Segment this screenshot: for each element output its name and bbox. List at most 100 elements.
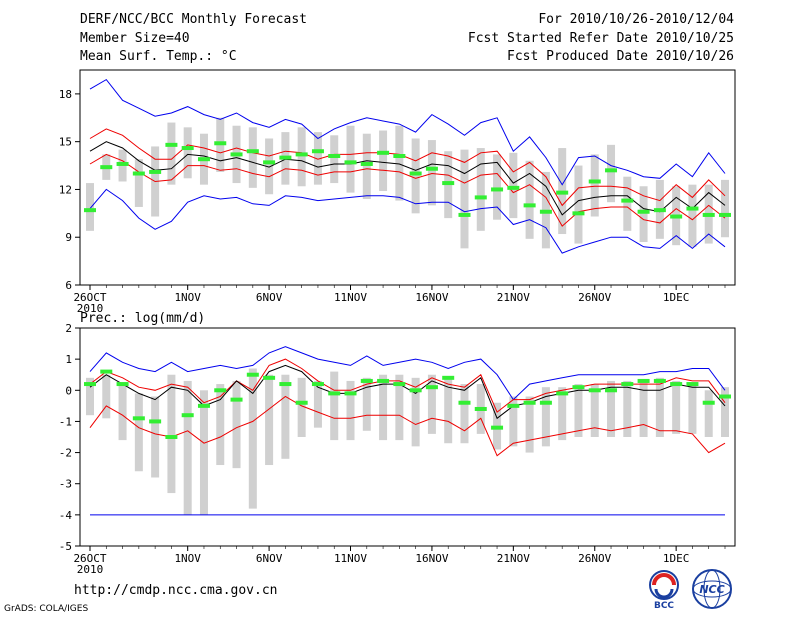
temperature-panel: 6 9 12 15 18 26OCT 1NOV 6NOV 11NOV 16NOV 21NOV 26NO… — [59, 69, 736, 315]
prec-obs-marker — [132, 416, 145, 421]
temp-obs-marker — [181, 146, 194, 151]
prec-obs-marker — [393, 382, 406, 387]
prec-obs-marker — [572, 385, 585, 390]
prec-x-tick-label: 11NOV — [334, 552, 367, 565]
temp-obs-marker — [702, 212, 715, 217]
prec-obs-marker — [719, 394, 731, 399]
temp-x-tick-label: 6NOV — [256, 291, 283, 304]
fcst-produced-date: Fcst Produced Date 2010/10/26 — [507, 49, 734, 64]
temp-obs-marker — [539, 209, 552, 214]
source-url[interactable]: http://cmdp.ncc.cma.gov.cn — [74, 583, 278, 598]
temp-spread-box — [590, 154, 599, 217]
prec-plot-frame — [79, 327, 736, 547]
temp-obs-marker — [116, 161, 129, 166]
prec-obs-marker — [556, 391, 569, 396]
prec-y-tick-label: 2 — [65, 322, 72, 335]
temp-x-tick-label: 26OCT — [73, 291, 106, 304]
prec-spread-box — [541, 387, 550, 447]
prec-obs-marker — [149, 419, 162, 424]
temp-obs-marker — [442, 181, 455, 186]
prec-spread-box — [86, 377, 94, 416]
temp-y-tick-label: 18 — [59, 88, 72, 101]
prec-obs-marker — [523, 400, 536, 405]
precipitation-panel: -5 -4 -3 -2 -1 0 1 2 26OCT 1NOV 6NOV 11NOV 16NOV 21NO… — [59, 311, 736, 576]
temp-x-tick-label: 16NOV — [415, 291, 448, 304]
prec-x-tick-label: 26OCT — [73, 552, 106, 565]
temp-obs-marker — [491, 187, 504, 192]
temp-obs-marker — [295, 152, 308, 157]
temp-spread-box — [688, 184, 697, 247]
prec-spread-box — [672, 380, 681, 434]
prec-obs-marker — [84, 382, 96, 387]
temp-x-tick-label: 1DEC — [663, 291, 690, 304]
prec-spread-box — [134, 393, 143, 472]
temp-spread-box — [330, 135, 339, 184]
temp-obs-marker — [588, 179, 601, 184]
prec-spread-box — [216, 384, 225, 466]
prec-obs-marker — [442, 375, 455, 380]
prec-obs-marker — [230, 397, 243, 402]
temp-obs-marker — [360, 161, 373, 166]
prec-title: Prec.: log(mm/d) — [80, 311, 205, 326]
prec-obs-marker — [539, 400, 552, 405]
temp-spread-box — [248, 127, 257, 188]
ncc-logo: NCC — [692, 569, 732, 609]
temp-upper-line — [89, 128, 726, 207]
prec-obs-marker — [409, 388, 422, 393]
temp-obs-marker — [263, 160, 276, 165]
variable-label: Mean Surf. Temp.: °C — [80, 49, 237, 64]
prec-y-tick-label: -1 — [59, 415, 72, 428]
forecast-title: DERF/NCC/BCC Monthly Forecast — [80, 12, 307, 27]
prec-spread-box — [346, 380, 355, 441]
prec-spread-box — [199, 390, 208, 515]
prec-obs-marker — [263, 375, 276, 380]
prec-spread-box — [427, 374, 436, 434]
prec-obs-marker — [458, 400, 471, 405]
temp-spread-box — [476, 148, 485, 231]
temp-spread-box — [379, 130, 388, 192]
prec-y-tick-label: -4 — [59, 509, 73, 522]
prec-spread-box — [395, 374, 404, 441]
temp-lower-line — [89, 153, 726, 227]
temp-spread-box — [362, 133, 371, 199]
temp-spread-box — [460, 149, 469, 249]
prec-spread-box — [248, 368, 257, 509]
prec-spread-box — [281, 374, 290, 459]
temp-spread-box — [411, 138, 420, 214]
temp-spread-box — [509, 152, 518, 219]
temp-obs-marker — [165, 142, 178, 147]
prec-obs-marker — [197, 403, 210, 408]
prec-spread-box — [232, 380, 241, 469]
prec-x-tick-label: 1DEC — [663, 552, 690, 565]
prec-obs-marker — [588, 388, 601, 393]
temp-spread-box — [86, 183, 94, 231]
prec-lower-line — [89, 395, 726, 457]
temp-obs-marker — [214, 141, 227, 146]
prec-spread-box — [460, 384, 469, 444]
temp-spread-box — [346, 125, 355, 193]
temp-spread-box — [525, 160, 534, 239]
prec-spread-box — [623, 380, 632, 437]
prec-y-tick-label: -2 — [59, 447, 72, 460]
temp-year-label: 2010 — [77, 302, 104, 315]
prec-spread-box — [444, 377, 453, 444]
temp-obs-marker — [637, 209, 650, 214]
prec-spread-box — [379, 374, 388, 441]
temp-y-tick-label: 6 — [65, 279, 72, 292]
prec-spread-box — [167, 374, 176, 494]
prec-spread-box — [721, 387, 729, 437]
prec-spread-box — [688, 384, 697, 434]
prec-x-tick-label: 1NOV — [174, 552, 201, 565]
temp-spread-box — [493, 154, 502, 220]
temp-obs-marker — [474, 195, 487, 200]
temp-obs-marker — [84, 208, 96, 213]
temp-min-line — [89, 188, 726, 254]
prec-spread-box — [590, 384, 599, 437]
temp-plot-frame — [79, 69, 736, 286]
temp-obs-marker — [311, 149, 324, 154]
prec-obs-marker — [311, 382, 324, 387]
prec-obs-marker — [344, 391, 357, 396]
temp-spread-box — [639, 186, 648, 242]
temp-obs-marker — [230, 152, 243, 157]
temp-obs-marker — [328, 154, 341, 158]
